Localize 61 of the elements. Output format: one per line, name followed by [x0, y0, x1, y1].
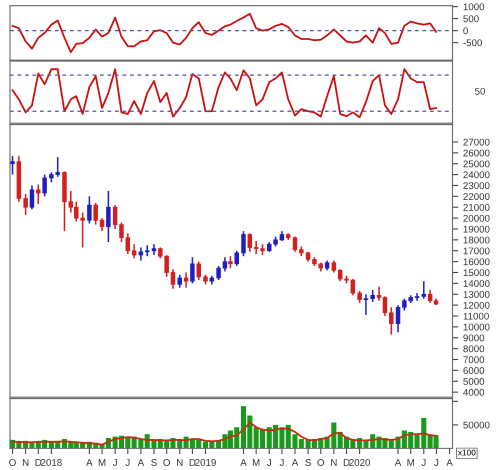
y-tick-label: 27000 — [463, 138, 490, 146]
x-tick-label: J — [266, 459, 271, 466]
x-tick-label: A — [446, 459, 453, 466]
x-tick-label: S — [151, 459, 157, 466]
y-tick-label: 14000 — [464, 280, 490, 287]
text: 50 — [475, 88, 486, 95]
y-tick-label: 24000 — [463, 171, 490, 178]
x-tick-label: D — [344, 459, 350, 466]
y-tick-label: 5000 — [463, 378, 484, 385]
x-tick-label: 2020 — [349, 459, 370, 466]
x-tick-label: D — [36, 459, 42, 466]
y-tick-label: 18000 — [464, 236, 490, 244]
x-tick-label: A — [138, 459, 144, 466]
x-tick-label: J — [126, 459, 130, 466]
x-tick-label: J — [112, 459, 117, 466]
x-tick-label: O — [163, 459, 170, 466]
y-tick-label: 26000 — [463, 150, 490, 156]
y-tick-label: 22000 — [463, 193, 490, 200]
y-tick-label: -500 — [463, 39, 482, 46]
y-tick-label: 15000 — [464, 269, 490, 276]
x-tick-label: M — [252, 459, 260, 466]
x-tick-label: M — [98, 459, 106, 466]
x-tick-label: 2019 — [195, 459, 216, 466]
x-tick-label: A — [394, 459, 402, 466]
x-tick-label: N — [22, 459, 28, 466]
x-tick-label: O — [317, 459, 324, 466]
y-tick-label: 23000 — [463, 182, 490, 190]
x-tick-label: N — [331, 459, 337, 466]
y-tick-label: 12000 — [464, 302, 490, 309]
y-tick-label: 6000 — [463, 367, 484, 374]
x-tick-label: D — [190, 459, 196, 466]
y-tick-label: 50000 — [463, 422, 490, 428]
y-tick-label: 10000 — [464, 324, 490, 330]
x-tick-label: A — [292, 459, 298, 466]
y-tick-label: 1000 — [464, 3, 484, 10]
y-tick-label: 4000 — [463, 388, 484, 396]
x-tick-label: A — [240, 459, 247, 466]
x-tick-label: M — [407, 459, 414, 466]
y-tick-label: 20000 — [463, 214, 490, 222]
x-tick-label: N — [177, 459, 182, 466]
x-tick-label: J — [434, 459, 438, 466]
y-tick-label: 21000 — [463, 204, 490, 211]
text: x100 — [458, 450, 476, 456]
y-tick-label: 11000 — [464, 312, 489, 320]
line-series — [12, 12, 437, 54]
y-tick-label: 13000 — [464, 290, 490, 298]
y-tick-label: 25000 — [463, 160, 490, 168]
y-tick-label: 0 — [463, 27, 468, 34]
y-tick-label: 19000 — [464, 226, 490, 233]
x-tick-label: J — [422, 459, 426, 466]
y-tick-label: 7000 — [463, 356, 484, 364]
y-tick-label: 17000 — [464, 247, 490, 254]
y-tick-label: 500 — [463, 15, 479, 22]
x-tick-label: O — [9, 459, 16, 466]
y-tick-label: 9000 — [463, 334, 484, 342]
x-tick-label: A — [86, 459, 93, 466]
x-tick-label: J — [280, 459, 284, 466]
y-tick-label: 8000 — [463, 345, 484, 352]
y-tick-label: 16000 — [464, 258, 490, 266]
x-tick-label: S — [305, 459, 311, 466]
x-tick-label: 2018 — [41, 459, 62, 466]
